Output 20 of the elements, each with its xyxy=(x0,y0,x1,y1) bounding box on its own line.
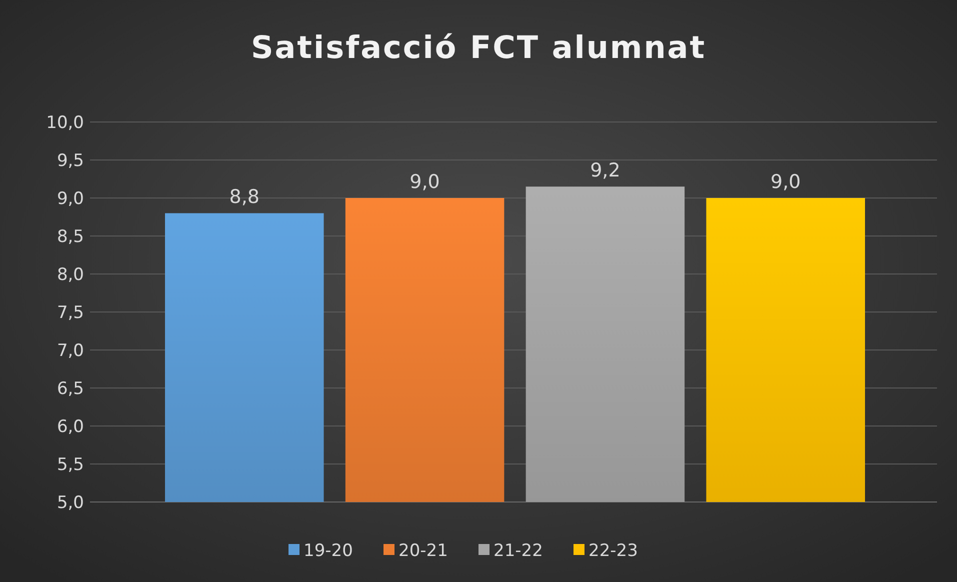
legend-label: 21-22 xyxy=(494,540,543,561)
data-label: 8,8 xyxy=(229,186,260,208)
data-label: 9,2 xyxy=(590,160,620,182)
data-label: 9,0 xyxy=(770,171,801,193)
y-tick-label: 8,5 xyxy=(56,226,84,247)
y-tick-label: 6,5 xyxy=(56,378,84,399)
y-tick-label: 8,0 xyxy=(56,264,84,285)
y-tick-label: 7,5 xyxy=(56,302,84,323)
y-tick-label: 5,5 xyxy=(56,454,84,475)
y-tick-label: 6,0 xyxy=(56,416,84,437)
data-label: 9,0 xyxy=(410,171,440,193)
y-tick-label: 10,0 xyxy=(46,112,84,133)
legend-label: 20-21 xyxy=(398,540,448,561)
chart-title: Satisfacció FCT alumnat xyxy=(250,30,706,66)
y-tick-label: 5,0 xyxy=(56,492,84,513)
y-tick-label: 9,5 xyxy=(56,150,84,171)
legend-label: 19-20 xyxy=(304,540,353,561)
y-tick-label: 9,0 xyxy=(56,188,84,209)
legend-label: 22-23 xyxy=(588,540,638,561)
y-tick-label: 7,0 xyxy=(56,340,84,361)
